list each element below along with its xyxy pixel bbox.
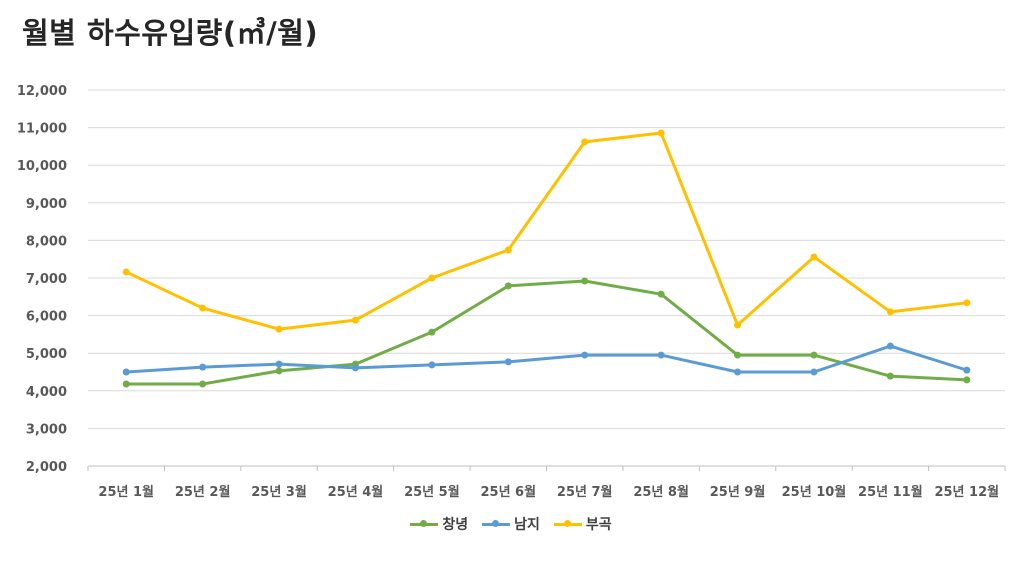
data-point xyxy=(810,253,818,261)
data-point xyxy=(199,304,207,312)
data-point xyxy=(122,380,130,388)
legend-swatch xyxy=(482,520,511,527)
x-tick-label: 25년 2월 xyxy=(175,484,231,500)
series-line-부곡 xyxy=(125,131,967,331)
data-point xyxy=(428,361,436,369)
data-point xyxy=(428,274,436,282)
legend-swatch xyxy=(410,520,439,527)
y-tick-label: 7,000 xyxy=(26,272,67,287)
data-point xyxy=(275,360,283,368)
legend-item: 창녕 xyxy=(410,514,468,534)
x-tick-label: 25년 1월 xyxy=(98,484,154,500)
series-line-창녕 xyxy=(126,279,967,386)
x-tick-label: 25년 7월 xyxy=(557,484,613,500)
legend-item: 남지 xyxy=(482,514,540,534)
legend-item: 부곡 xyxy=(553,514,612,534)
y-tick-label: 10,000 xyxy=(17,159,67,174)
data-point xyxy=(734,351,742,359)
data-point xyxy=(504,282,512,290)
data-point xyxy=(963,376,971,384)
chart-title: 월별 하수유입량(㎥/월) xyxy=(22,16,319,50)
data-point xyxy=(963,366,971,374)
x-tick-label: 25년 12월 xyxy=(934,484,999,500)
data-point xyxy=(581,277,589,285)
legend-label: 부곡 xyxy=(585,517,612,533)
x-tick-label: 25년 4월 xyxy=(328,484,384,500)
data-point xyxy=(122,268,130,276)
data-point xyxy=(199,380,207,388)
y-tick-label: 3,000 xyxy=(26,422,67,437)
data-point xyxy=(275,367,283,375)
data-point xyxy=(963,299,971,307)
data-point xyxy=(734,321,742,329)
y-tick-label: 5,000 xyxy=(26,347,67,362)
data-point xyxy=(581,351,589,359)
x-tick-label: 25년 3월 xyxy=(251,484,307,500)
x-tick-label: 25년 6월 xyxy=(480,484,536,500)
data-point xyxy=(351,364,359,372)
x-tick-label: 25년 10월 xyxy=(782,484,847,500)
data-point xyxy=(734,368,742,376)
data-point xyxy=(581,138,589,146)
y-tick-label: 8,000 xyxy=(26,234,67,249)
legend-label: 남지 xyxy=(514,517,540,533)
data-point xyxy=(657,129,665,137)
data-point xyxy=(275,325,283,333)
x-tick-label: 25년 9월 xyxy=(710,484,766,500)
data-point xyxy=(886,308,894,316)
y-tick-label: 9,000 xyxy=(26,197,67,212)
data-point xyxy=(351,316,359,324)
y-tick-label: 6,000 xyxy=(26,310,67,325)
data-point xyxy=(504,246,512,254)
data-point xyxy=(886,342,894,350)
x-tick-label: 25년 8월 xyxy=(633,484,689,500)
data-point xyxy=(886,372,894,380)
data-point xyxy=(657,290,665,298)
data-point xyxy=(428,328,436,336)
y-tick-label: 11,000 xyxy=(17,122,67,137)
data-point xyxy=(810,351,818,359)
data-point xyxy=(199,363,207,371)
legend: 창녕 남지 부곡 xyxy=(0,514,1022,534)
x-tick-label: 25년 5월 xyxy=(404,484,460,500)
data-point xyxy=(504,358,512,366)
y-tick-label: 2,000 xyxy=(26,460,67,475)
series-line-남지 xyxy=(126,344,968,374)
y-tick-label: 12,000 xyxy=(17,84,67,99)
legend-swatch xyxy=(553,520,582,527)
data-point xyxy=(810,368,818,376)
legend-label: 창녕 xyxy=(442,517,469,533)
y-tick-label: 4,000 xyxy=(26,385,67,400)
x-tick-label: 25년 11월 xyxy=(858,484,923,500)
data-point xyxy=(657,351,665,359)
data-point xyxy=(122,368,130,376)
